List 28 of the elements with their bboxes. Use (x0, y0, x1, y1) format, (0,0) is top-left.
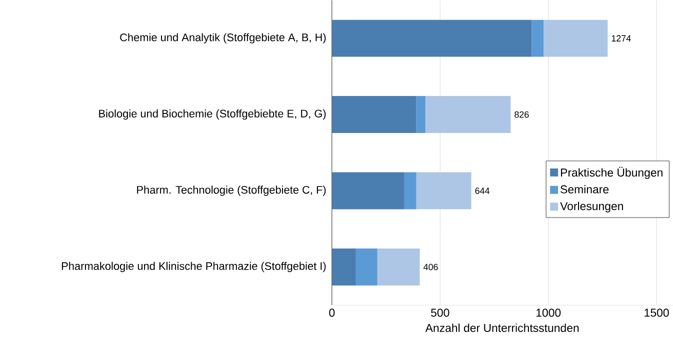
bar (377, 248, 420, 286)
bar (416, 172, 472, 210)
x-tick-label: 1000 (536, 308, 561, 317)
y-tick-label: Pharmakologie und Klinische Pharmazie (Stoffgebiet I) (62, 262, 326, 272)
x-tick-label: 1500 (644, 308, 669, 317)
bar (332, 96, 416, 133)
bar (416, 96, 426, 133)
x-axis-title: Anzahl der Unterrichtsstunden (425, 324, 579, 332)
bar (544, 20, 608, 57)
bar (425, 96, 511, 133)
y-tick-label: Pharm. Technologie (Stoffgebiete C, F) (137, 186, 326, 196)
legend-label: Seminare (560, 184, 609, 194)
legend-label: Praktische Übungen (561, 166, 662, 179)
bar (404, 172, 416, 210)
total-label: 826 (514, 111, 529, 118)
bar (332, 20, 532, 57)
bar (532, 20, 544, 57)
total-label: 644 (475, 188, 490, 194)
bar (332, 172, 404, 210)
y-tick-label: Biologie und Biochemie (Stoffgebiebte E, D, G) (99, 109, 326, 120)
y-tick-label: Chemie und Analytik (Stoffgebiete A, B, H) (120, 33, 326, 44)
total-label: 406 (424, 264, 438, 270)
total-label: 1274 (612, 35, 631, 42)
x-tick-label: 500 (431, 308, 450, 317)
x-tick-label: 0 (329, 308, 335, 317)
bar (356, 248, 378, 286)
bar (332, 248, 356, 286)
legend-label: Vorlesungen (560, 202, 623, 212)
